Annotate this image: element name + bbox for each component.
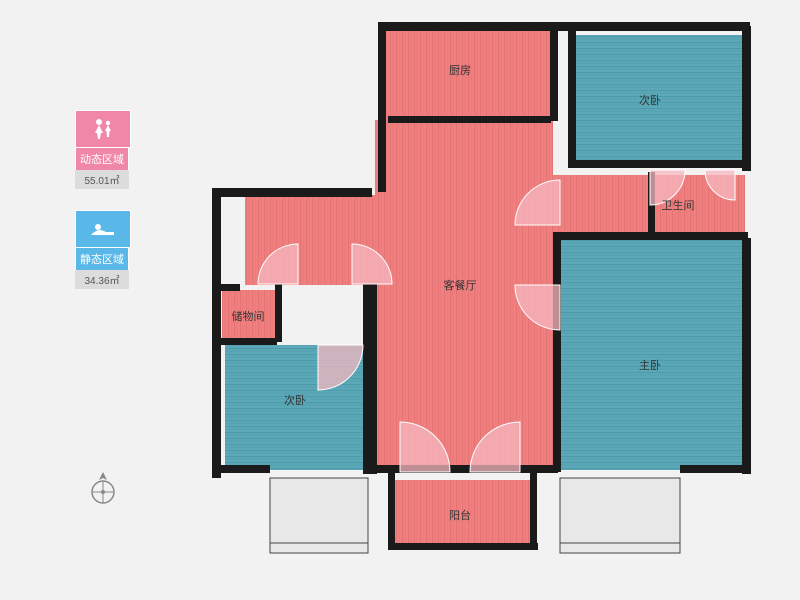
floor-plan <box>0 0 800 600</box>
wall-14 <box>680 465 750 473</box>
wall-16 <box>275 284 282 342</box>
balcony-slab-0 <box>270 478 368 553</box>
wall-21 <box>388 472 395 547</box>
wall-11 <box>553 232 561 472</box>
wall-18 <box>363 284 377 474</box>
wall-4 <box>212 188 372 197</box>
wall-1 <box>742 26 751 171</box>
wall-20 <box>388 543 538 550</box>
wall-7 <box>568 26 576 166</box>
room-bed2_top <box>570 35 742 163</box>
wall-6 <box>550 26 558 121</box>
wall-15 <box>215 338 277 345</box>
wall-19 <box>388 116 551 123</box>
wall-17 <box>215 284 240 291</box>
wall-13 <box>215 465 270 473</box>
room-kitchen <box>385 30 550 120</box>
room-storage <box>222 290 280 342</box>
wall-10 <box>553 232 748 240</box>
room-bed_main <box>560 240 745 470</box>
wall-2 <box>742 238 751 474</box>
balcony-slab-1 <box>560 478 680 553</box>
wall-0 <box>380 22 750 31</box>
wall-22 <box>530 472 537 547</box>
wall-12 <box>368 465 558 473</box>
wall-3 <box>212 188 221 478</box>
wall-8 <box>568 160 748 168</box>
room-living_ext_r <box>553 175 653 235</box>
room-balcony <box>395 480 535 550</box>
wall-5 <box>378 22 386 192</box>
